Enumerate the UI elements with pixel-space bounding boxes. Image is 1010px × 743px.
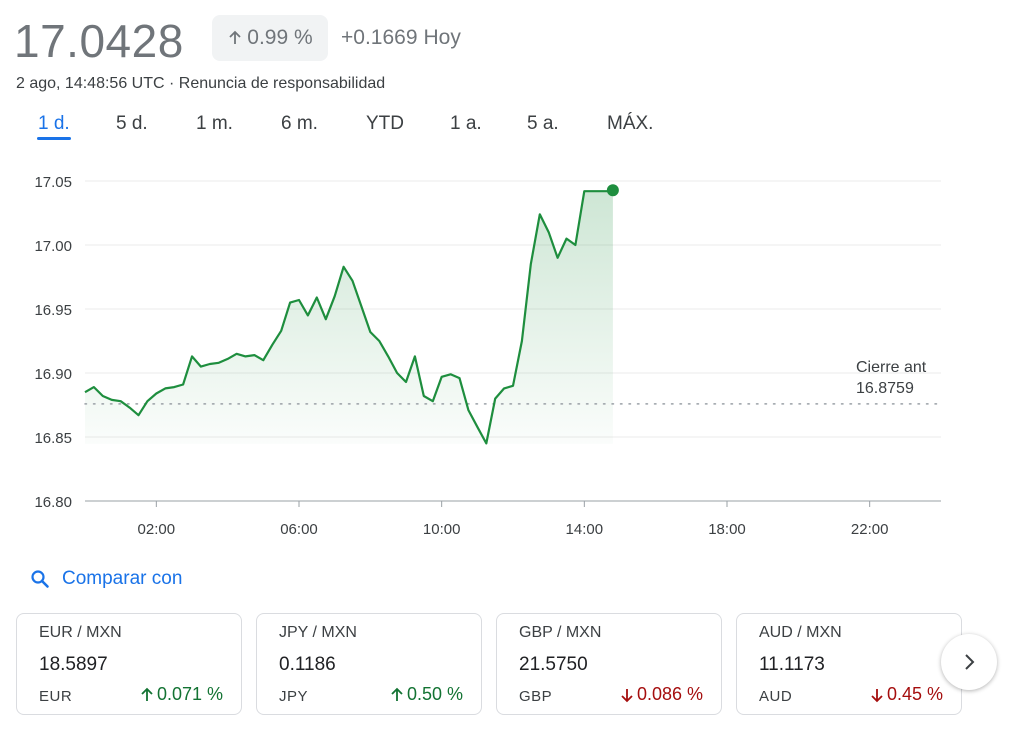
absolute-change-value: +0.1669 bbox=[341, 26, 418, 49]
chevron-right-icon bbox=[965, 654, 975, 670]
price-area-fill bbox=[85, 190, 613, 444]
y-tick-label: 16.90 bbox=[34, 366, 72, 383]
tab-6-months[interactable]: 6 m. bbox=[281, 113, 318, 134]
currency-card-gbp[interactable]: GBP / MXN 21.5750 GBP 0.086 % bbox=[496, 613, 722, 715]
timestamp: 2 ago, 14:48:56 UTC bbox=[16, 75, 165, 92]
card-change-value: 0.50 % bbox=[406, 684, 463, 704]
search-icon bbox=[31, 570, 49, 588]
card-currency: JPY bbox=[279, 688, 309, 705]
disclaimer-link[interactable]: Renuncia de responsabilidad bbox=[178, 75, 386, 92]
arrow-down-icon bbox=[621, 688, 633, 702]
x-tick-label: 10:00 bbox=[423, 521, 461, 538]
card-currency: GBP bbox=[519, 688, 553, 705]
x-tick-label: 18:00 bbox=[708, 521, 746, 538]
card-change: 0.086 % bbox=[619, 684, 703, 705]
tab-5-days[interactable]: 5 d. bbox=[116, 113, 148, 134]
card-value: 21.5750 bbox=[519, 654, 588, 675]
percent-change-badge: 0.99 % bbox=[212, 15, 328, 61]
previous-close-value: 16.8759 bbox=[856, 380, 914, 397]
period-label: Hoy bbox=[423, 26, 461, 49]
card-pair: JPY / MXN bbox=[279, 624, 357, 641]
card-currency: AUD bbox=[759, 688, 793, 705]
x-tick-label: 22:00 bbox=[851, 521, 889, 538]
tab-max[interactable]: MÁX. bbox=[607, 113, 654, 134]
compare-label: Comparar con bbox=[62, 568, 183, 589]
card-change-value: 0.071 % bbox=[156, 684, 223, 704]
arrow-up-icon bbox=[141, 687, 153, 701]
compare-button[interactable]: Comparar con bbox=[30, 568, 182, 590]
arrow-up-icon bbox=[391, 687, 403, 701]
currency-card-aud[interactable]: AUD / MXN 11.1173 AUD 0.45 % bbox=[736, 613, 962, 715]
card-change-value: 0.086 % bbox=[636, 684, 703, 704]
currency-card-eur[interactable]: EUR / MXN 18.5897 EUR 0.071 % bbox=[16, 613, 242, 715]
y-tick-label: 16.80 bbox=[34, 494, 72, 511]
y-tick-label: 17.00 bbox=[34, 238, 72, 255]
x-tick-label: 02:00 bbox=[138, 521, 176, 538]
card-change: 0.071 % bbox=[139, 684, 223, 705]
y-tick-label: 17.05 bbox=[34, 174, 72, 191]
y-tick-label: 16.95 bbox=[34, 302, 72, 319]
x-tick-label: 06:00 bbox=[280, 521, 318, 538]
absolute-change: +0.1669 Hoy bbox=[341, 26, 461, 50]
card-value: 11.1173 bbox=[759, 654, 825, 675]
arrow-up-icon bbox=[229, 30, 241, 44]
tab-5-years[interactable]: 5 a. bbox=[527, 113, 559, 134]
active-tab-indicator bbox=[37, 137, 71, 140]
meta-separator: · bbox=[164, 75, 179, 92]
current-price: 17.0428 bbox=[14, 15, 184, 67]
card-change: 0.45 % bbox=[869, 684, 943, 705]
previous-close-label: Cierre ant bbox=[856, 359, 927, 376]
y-tick-label: 16.85 bbox=[34, 430, 72, 447]
card-pair: AUD / MXN bbox=[759, 624, 842, 641]
card-pair: GBP / MXN bbox=[519, 624, 602, 641]
range-tabs: 1 d. 5 d. 1 m. 6 m. YTD 1 a. 5 a. MÁX. bbox=[0, 110, 700, 146]
tab-1-day[interactable]: 1 d. bbox=[38, 113, 70, 134]
card-value: 18.5897 bbox=[39, 654, 108, 675]
card-pair: EUR / MXN bbox=[39, 624, 122, 641]
current-price-point bbox=[606, 184, 619, 197]
percent-change-value: 0.99 % bbox=[247, 26, 313, 49]
tab-1-year[interactable]: 1 a. bbox=[450, 113, 482, 134]
price-chart[interactable]: 16.80 16.85 16.90 16.95 17.00 17.05 02:00 06:00… bbox=[0, 160, 1010, 550]
next-cards-button[interactable] bbox=[941, 634, 997, 690]
timestamp-line: 2 ago, 14:48:56 UTC · Renuncia de respon… bbox=[16, 75, 385, 93]
tab-ytd[interactable]: YTD bbox=[366, 113, 404, 134]
card-change-value: 0.45 % bbox=[886, 684, 943, 704]
currency-card-jpy[interactable]: JPY / MXN 0.1186 JPY 0.50 % bbox=[256, 613, 482, 715]
price-series-line bbox=[84, 189, 614, 445]
arrow-down-icon bbox=[871, 688, 883, 702]
card-value: 0.1186 bbox=[279, 654, 336, 675]
x-tick-label: 14:00 bbox=[566, 521, 604, 538]
card-change: 0.50 % bbox=[389, 684, 463, 705]
card-currency: EUR bbox=[39, 688, 73, 705]
tab-1-month[interactable]: 1 m. bbox=[196, 113, 233, 134]
